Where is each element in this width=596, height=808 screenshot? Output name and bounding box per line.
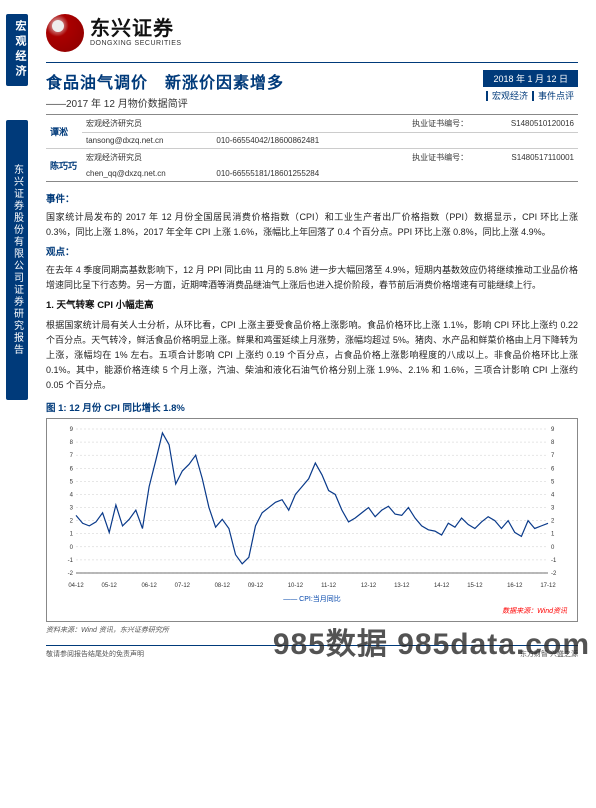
logo-icon xyxy=(46,14,84,52)
svg-text:8: 8 xyxy=(70,440,74,446)
svg-text:04-12: 04-12 xyxy=(68,583,84,589)
sidebar-label-bottom: 东兴证券股份有限公司证券研究报告 xyxy=(6,120,28,400)
svg-text:9: 9 xyxy=(70,427,74,433)
svg-text:2: 2 xyxy=(70,519,74,525)
report-tags: 宏观经济事件点评 xyxy=(483,89,578,102)
analyst-lic-1: S1480517110001 xyxy=(472,149,578,167)
svg-text:10-12: 10-12 xyxy=(288,583,304,589)
svg-text:14-12: 14-12 xyxy=(434,583,450,589)
footer-left: 敬请参阅报告结尾处的免责声明 xyxy=(46,649,144,659)
event-label: 事件： xyxy=(46,192,578,208)
event-text: 国家统计局发布的 2017 年 12 月份全国居民消费价格指数（CPI）和工业生… xyxy=(46,210,578,240)
body-text: 事件： 国家统计局发布的 2017 年 12 月份全国居民消费价格指数（CPI）… xyxy=(46,192,578,637)
svg-text:-2: -2 xyxy=(68,571,74,577)
svg-text:4: 4 xyxy=(70,493,74,499)
svg-text:0: 0 xyxy=(551,545,555,551)
svg-text:9: 9 xyxy=(551,427,555,433)
svg-text:07-12: 07-12 xyxy=(175,583,191,589)
sidebar-label-top: 宏观经济 xyxy=(6,14,28,86)
svg-text:5: 5 xyxy=(551,480,555,486)
analyst-phone-0: 010-66554042/18600862481 xyxy=(212,133,377,149)
analyst-lic-0: S1480510120016 xyxy=(472,115,578,133)
analyst-email-0: tansong@dxzq.net.cn xyxy=(82,133,212,149)
svg-text:3: 3 xyxy=(70,506,74,512)
analyst-phone-1: 010-66555181/18601255284 xyxy=(212,166,377,182)
svg-text:08-12: 08-12 xyxy=(215,583,231,589)
analyst-role-1: 宏观经济研究员 xyxy=(82,149,212,167)
analyst-table: 谭淞 宏观经济研究员 执业证书编号： S1480510120016 tanson… xyxy=(46,114,578,182)
svg-text:-2: -2 xyxy=(551,571,557,577)
chart-title: 图 1: 12 月份 CPI 同比增长 1.8% xyxy=(46,401,578,417)
analyst-name-1: 陈巧巧 xyxy=(46,149,82,182)
svg-text:1: 1 xyxy=(70,532,74,538)
analyst-email-1: chen_qq@dxzq.net.cn xyxy=(82,166,212,182)
svg-text:7: 7 xyxy=(70,453,74,459)
analyst-name-0: 谭淞 xyxy=(46,115,82,149)
svg-text:16-12: 16-12 xyxy=(507,583,523,589)
svg-text:3: 3 xyxy=(551,506,555,512)
svg-text:8: 8 xyxy=(551,440,555,446)
svg-text:06-12: 06-12 xyxy=(141,583,157,589)
view-label: 观点： xyxy=(46,245,578,261)
svg-text:05-12: 05-12 xyxy=(102,583,118,589)
chart-data-source: 数据来源：Wind资讯 xyxy=(51,606,573,618)
logo-block: 东兴证券 DONGXING SECURITIES xyxy=(46,14,578,52)
sub-heading-1: 1. 天气转寒 CPI 小幅走高 xyxy=(46,298,578,314)
report-title: 食品油气调价 新涨价因素增多 xyxy=(46,69,483,93)
watermark: 985数据 985data.com xyxy=(273,619,590,663)
analyst-liclabel-1: 执业证书编号： xyxy=(377,149,472,167)
svg-text:12-12: 12-12 xyxy=(361,583,377,589)
logo-en: DONGXING SECURITIES xyxy=(90,40,182,47)
svg-text:4: 4 xyxy=(551,493,555,499)
logo-cn: 东兴证券 xyxy=(90,19,182,40)
paragraph-1: 根据国家统计局有关人士分析，从环比看，CPI 上涨主要受食品价格上涨影响。食品价… xyxy=(46,318,578,392)
svg-text:6: 6 xyxy=(70,467,74,473)
svg-text:09-12: 09-12 xyxy=(248,583,264,589)
tag-macro: 宏观经济 xyxy=(486,91,532,101)
chart-legend: —— CPI:当月同比 xyxy=(51,594,573,606)
chart-container: -2 -2 -1 -1 0 0 1 1 2 2 3 3 4 4 5 5 6 6 7 7 8 8 9 9 04-12 05-12 06… xyxy=(46,418,578,622)
analyst-role-0: 宏观经济研究员 xyxy=(82,115,212,133)
report-subtitle: ——2017 年 12 月物价数据简评 xyxy=(46,95,483,110)
svg-text:1: 1 xyxy=(551,532,555,538)
cpi-line-chart: -2 -2 -1 -1 0 0 1 1 2 2 3 3 4 4 5 5 6 6 7 7 8 8 9 9 04-12 05-12 06… xyxy=(51,423,573,593)
svg-text:6: 6 xyxy=(551,467,555,473)
report-date: 2018 年 1 月 12 日 xyxy=(483,70,578,87)
svg-text:15-12: 15-12 xyxy=(467,583,483,589)
svg-text:2: 2 xyxy=(551,519,555,525)
svg-text:5: 5 xyxy=(70,480,74,486)
analyst-liclabel-0: 执业证书编号： xyxy=(377,115,472,133)
svg-text:-1: -1 xyxy=(68,558,74,564)
svg-text:13-12: 13-12 xyxy=(394,583,410,589)
view-text: 在去年 4 季度同期高基数影响下，12 月 PPI 同比由 11 月的 5.8%… xyxy=(46,263,578,293)
svg-text:7: 7 xyxy=(551,453,555,459)
svg-text:17-12: 17-12 xyxy=(540,583,556,589)
tag-event: 事件点评 xyxy=(532,91,578,101)
svg-text:0: 0 xyxy=(70,545,74,551)
svg-text:-1: -1 xyxy=(551,558,557,564)
svg-text:11-12: 11-12 xyxy=(321,583,337,589)
